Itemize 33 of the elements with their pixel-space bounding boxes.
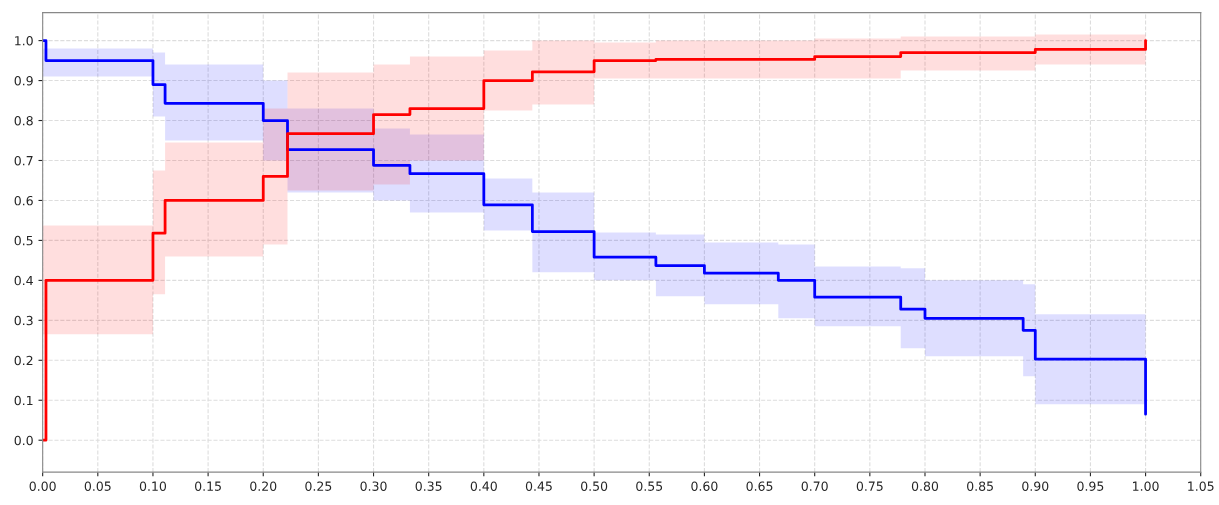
x-tick-label: 0.40 <box>470 481 497 491</box>
x-tick-label: 0.80 <box>911 481 939 491</box>
y-tick-label: 0.1 <box>14 395 33 406</box>
x-tick-label: 0.35 <box>415 481 442 491</box>
y-tick-label: 0.4 <box>14 275 33 286</box>
x-tick-label: 0.25 <box>305 481 332 491</box>
x-tick-label: 0.70 <box>801 481 828 491</box>
x-tick-label: 0.10 <box>139 481 167 491</box>
x-tick-label: 0.00 <box>29 481 56 491</box>
x-tick-label: 0.60 <box>691 481 718 491</box>
y-tick-label: 0.7 <box>14 155 33 166</box>
x-tick-label: 0.90 <box>1022 481 1049 491</box>
y-tick-label: 0.0 <box>14 435 33 446</box>
x-tick-label: 0.75 <box>856 481 883 491</box>
x-tick-label: 0.50 <box>581 481 608 491</box>
y-tick-label: 0.5 <box>14 235 33 246</box>
y-tick-label: 0.9 <box>14 76 33 86</box>
y-tick-label: 0.2 <box>14 355 33 366</box>
x-tick-label: 0.85 <box>967 481 993 491</box>
y-tick-label: 1.0 <box>15 36 33 46</box>
x-tick-label: 0.55 <box>636 481 663 491</box>
y-tick-label: 0.6 <box>14 195 33 206</box>
x-tick-label: 0.45 <box>525 481 552 491</box>
x-tick-label: 0.65 <box>746 481 773 491</box>
x-tick-label: 1.05 <box>1188 481 1214 491</box>
x-tick-label: 0.30 <box>360 481 387 491</box>
x-tick-label: 0.15 <box>195 481 221 491</box>
x-tick-label: 0.20 <box>250 481 277 491</box>
y-tick-label: 0.3 <box>14 315 33 326</box>
x-tick-label: 1.00 <box>1133 481 1159 491</box>
y-tick-label: 0.8 <box>14 115 33 126</box>
x-tick-label: 0.05 <box>84 481 111 491</box>
x-tick-label: 0.95 <box>1077 481 1104 491</box>
